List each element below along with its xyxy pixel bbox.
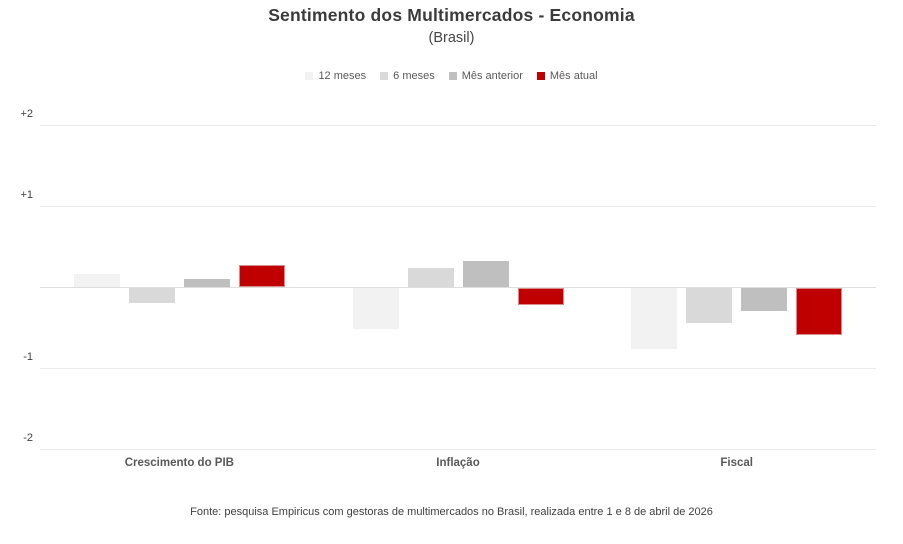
y-tick-label: +2: [20, 108, 33, 120]
legend-swatch: [305, 72, 314, 80]
chart-title: Sentimento dos Multimercados - Economia: [268, 5, 635, 25]
gridline: [40, 125, 876, 126]
legend: 12 meses 6 meses Mês anterior Mês atual: [0, 70, 903, 82]
bar: [238, 265, 285, 287]
legend-item: 12 meses: [305, 70, 366, 82]
bar: [741, 288, 788, 312]
y-tick-label: -1: [23, 351, 33, 363]
category-label: Fiscal: [720, 457, 753, 469]
legend-label: Mês anterior: [461, 70, 523, 82]
legend-item: Mês atual: [536, 70, 598, 82]
x-axis-line: [40, 287, 876, 288]
bar: [462, 261, 509, 287]
bar: [352, 288, 399, 329]
chart-subtitle: (Brasil): [428, 30, 475, 46]
gridline: [40, 206, 876, 207]
bar: [407, 268, 454, 287]
gridline: [40, 368, 876, 369]
bar: [631, 288, 678, 349]
bar: [517, 288, 564, 305]
legend-swatch: [536, 72, 545, 80]
gridline: [40, 449, 876, 450]
bar: [183, 278, 230, 287]
legend-item: 6 meses: [380, 70, 435, 82]
source-text: Fonte: pesquisa Empiricus com gestoras d…: [190, 506, 713, 518]
y-tick-label: +1: [20, 189, 33, 201]
legend-swatch: [448, 72, 457, 80]
legend-item: Mês anterior: [448, 70, 523, 82]
legend-label: Mês atual: [549, 70, 598, 82]
legend-swatch: [380, 72, 389, 80]
bar: [796, 288, 843, 335]
y-tick-label: -2: [23, 432, 33, 444]
bar: [73, 274, 120, 287]
legend-label: 6 meses: [393, 70, 435, 82]
bar: [128, 288, 175, 304]
legend-label: 12 meses: [318, 70, 367, 82]
category-label: Crescimento do PIB: [124, 457, 234, 469]
category-label: Inflação: [436, 457, 480, 469]
bar: [686, 288, 733, 323]
